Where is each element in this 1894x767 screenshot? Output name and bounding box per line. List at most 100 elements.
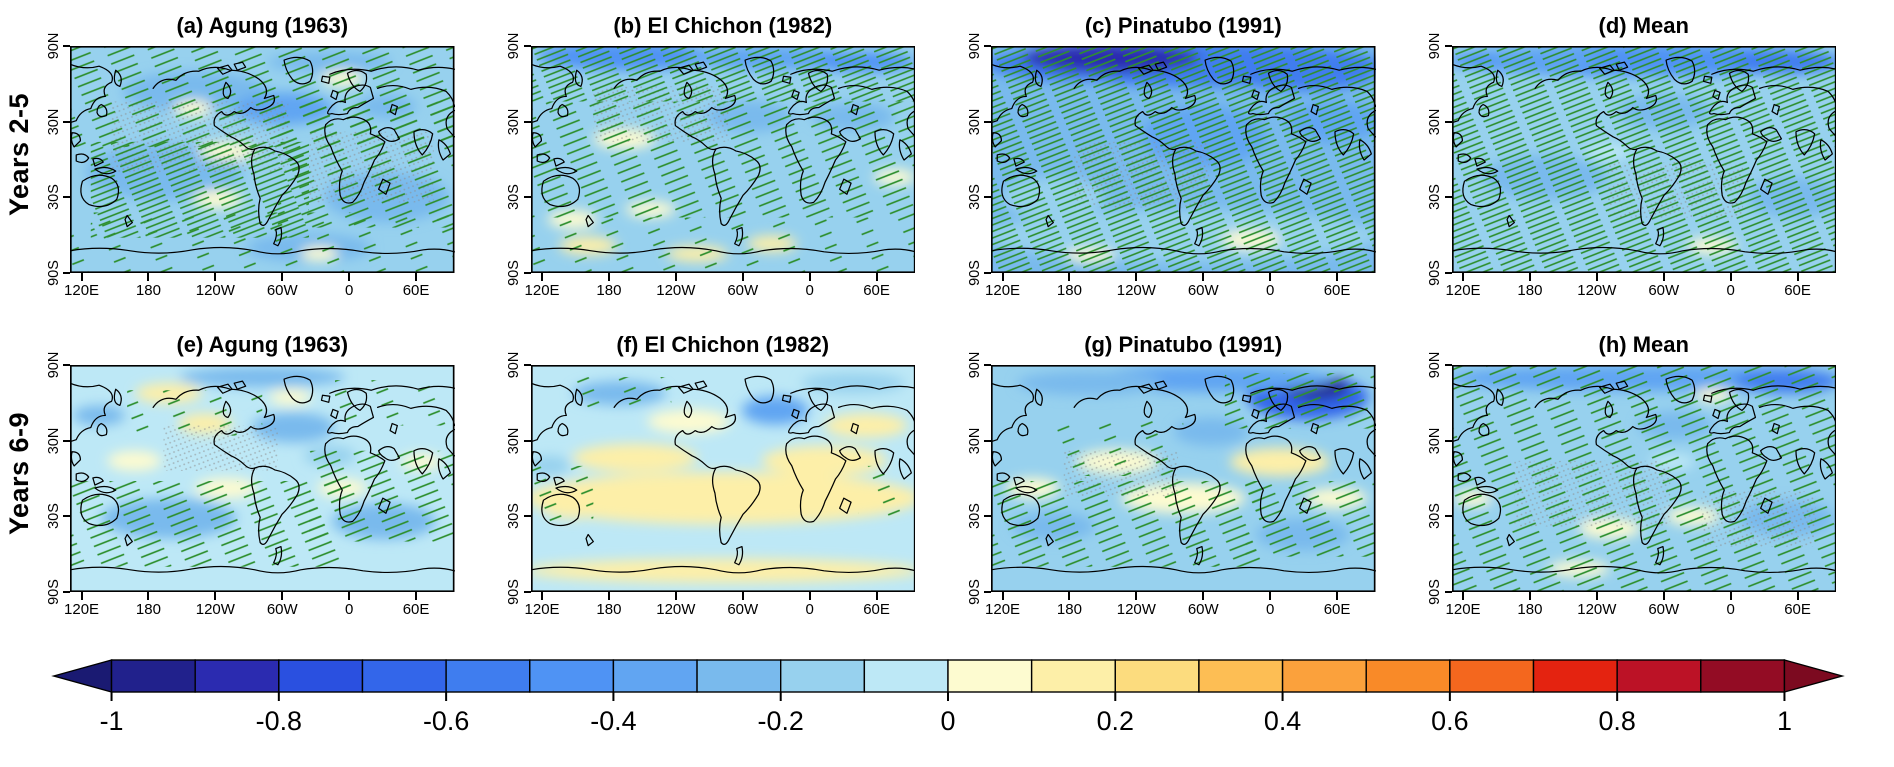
panels-row-2: (e) Agung (1963) 90N 30N 30S 90S 120E 180 120W 6… [40,325,1894,622]
x-tick [1202,592,1205,600]
panel-e: (e) Agung (1963) 90N 30N 30S 90S 120E 180 120W 6… [40,325,455,622]
x-tick [808,592,811,600]
panel-b: (b) El Chichon (1982) 90N 30N 30S 90S 120E 180… [501,6,916,303]
x-tick [147,592,150,600]
map-svg-a [70,46,455,273]
x-tick-label: 0 [1265,601,1275,618]
y-axis-d: 90N 30N 30S 90S [1422,33,1452,286]
colorbar-tick-label: 0.2 [1097,706,1134,736]
x-tick-label: 120W [656,282,696,299]
x-tick [1001,592,1004,600]
y-axis-c: 90N 30N 30S 90S [961,33,991,286]
map-e [70,365,455,592]
y-axis-f: 90N 30N 30S 90S [501,352,531,605]
x-axis-b: 120E 180 120W 60W 0 60E [525,273,916,303]
x-tick-label: 180 [135,601,161,618]
y-tick-label: 30N [45,108,62,135]
y-tick [63,364,70,366]
y-tick [523,364,531,366]
y-tick-label: 30N [1427,108,1443,135]
colorbar-tick-label: -0.6 [423,706,469,736]
x-tick [80,273,83,281]
y-tick-label: 90N [45,351,62,379]
y-tick [523,439,531,442]
y-tick [984,120,991,123]
y-tick [984,515,991,518]
x-tick [674,592,677,600]
x-tick-label: 0 [344,601,354,618]
x-tick [80,592,83,600]
y-tick [984,45,991,47]
x-tick-label: 60E [402,601,430,618]
map-c [991,46,1376,273]
map-svg-b [530,46,915,273]
map-svg-g [991,365,1376,592]
x-tick-label: 120W [195,282,235,299]
y-tick-label: 90N [966,351,983,379]
y-tick [984,196,991,199]
x-tick-label: 60E [1323,601,1351,618]
y-tick-label: 30N [966,108,983,135]
y-tick-label: 90S [1427,579,1443,605]
panel-a-title: (a) Agung (1963) [176,13,349,38]
map-svg-c [991,46,1376,273]
y-tick [1444,45,1452,47]
x-tick-label: 120E [985,282,1021,299]
y-tick-label: 30N [45,427,62,454]
x-tick-label: 60W [266,601,298,618]
colorbar-tick-label: -0.2 [758,706,804,736]
y-tick-label: 30N [1427,427,1443,454]
x-tick-label: 180 [1517,282,1543,299]
x-tick-label: 60W [727,282,759,299]
y-tick-label: 30S [1427,503,1443,530]
map-svg-f [530,365,915,592]
x-tick-label: 120W [1116,601,1156,618]
panel-h: (h) Mean 90N 30N 30S 90S 120E 180 120W 60W 0 60E [1422,325,1836,622]
x-tick-label: 60W [1648,282,1680,299]
y-tick-label: 30S [45,184,62,211]
panel-d-title: (d) Mean [1598,13,1689,38]
map-a [70,46,455,273]
x-tick [1796,273,1799,281]
panel-b-title: (b) El Chichon (1982) [613,13,833,38]
x-tick-label: 60E [863,601,890,618]
map-g [991,365,1376,592]
x-tick [1662,592,1665,600]
x-tick [1336,592,1339,600]
y-tick-label: 90N [506,32,522,60]
x-tick [348,592,351,600]
panel-f-title: (f) El Chichon (1982) [616,332,830,357]
y-tick [523,196,531,199]
y-tick-label: 30S [966,184,983,211]
panel-d: (d) Mean 90N 30N 30S 90S 120E 180 120W 60W 0 60E [1422,6,1836,303]
x-tick [1595,592,1598,600]
x-tick-label: 60W [1187,282,1219,299]
y-tick [523,515,531,518]
x-tick [674,273,677,281]
x-tick-label: 120E [1445,601,1481,618]
y-axis-g: 90N 30N 30S 90S [961,352,991,605]
colorbar-tick-label: 0.8 [1598,706,1635,736]
x-tick [1202,273,1205,281]
y-tick-label: 90S [506,579,522,605]
y-tick [1444,591,1452,593]
colorbar: -1 -0.8 -0.6 -0.4 -0.2 0 0.2 0.4 0.6 0.8 1 [0,652,1894,752]
x-tick [1462,592,1465,600]
x-tick-label: 60E [1784,601,1811,618]
x-tick-label: 60W [266,282,298,299]
y-axis-b: 90N 30N 30S 90S [501,33,531,286]
x-tick [1068,592,1071,600]
x-tick-label: 120E [1445,282,1481,299]
x-tick-label: 180 [1056,282,1082,299]
y-tick-label: 90S [45,260,62,286]
y-tick [63,515,70,518]
x-tick [1796,592,1799,600]
x-tick [875,592,878,600]
x-axis-f: 120E 180 120W 60W 0 60E [525,592,916,622]
colorbar-tick-label: 1 [1777,706,1792,736]
y-tick [984,591,991,593]
y-tick [1444,196,1452,199]
x-axis-e: 120E 180 120W 60W 0 60E [64,592,455,622]
y-axis-a: 90N 30N 30S 90S [40,33,70,286]
